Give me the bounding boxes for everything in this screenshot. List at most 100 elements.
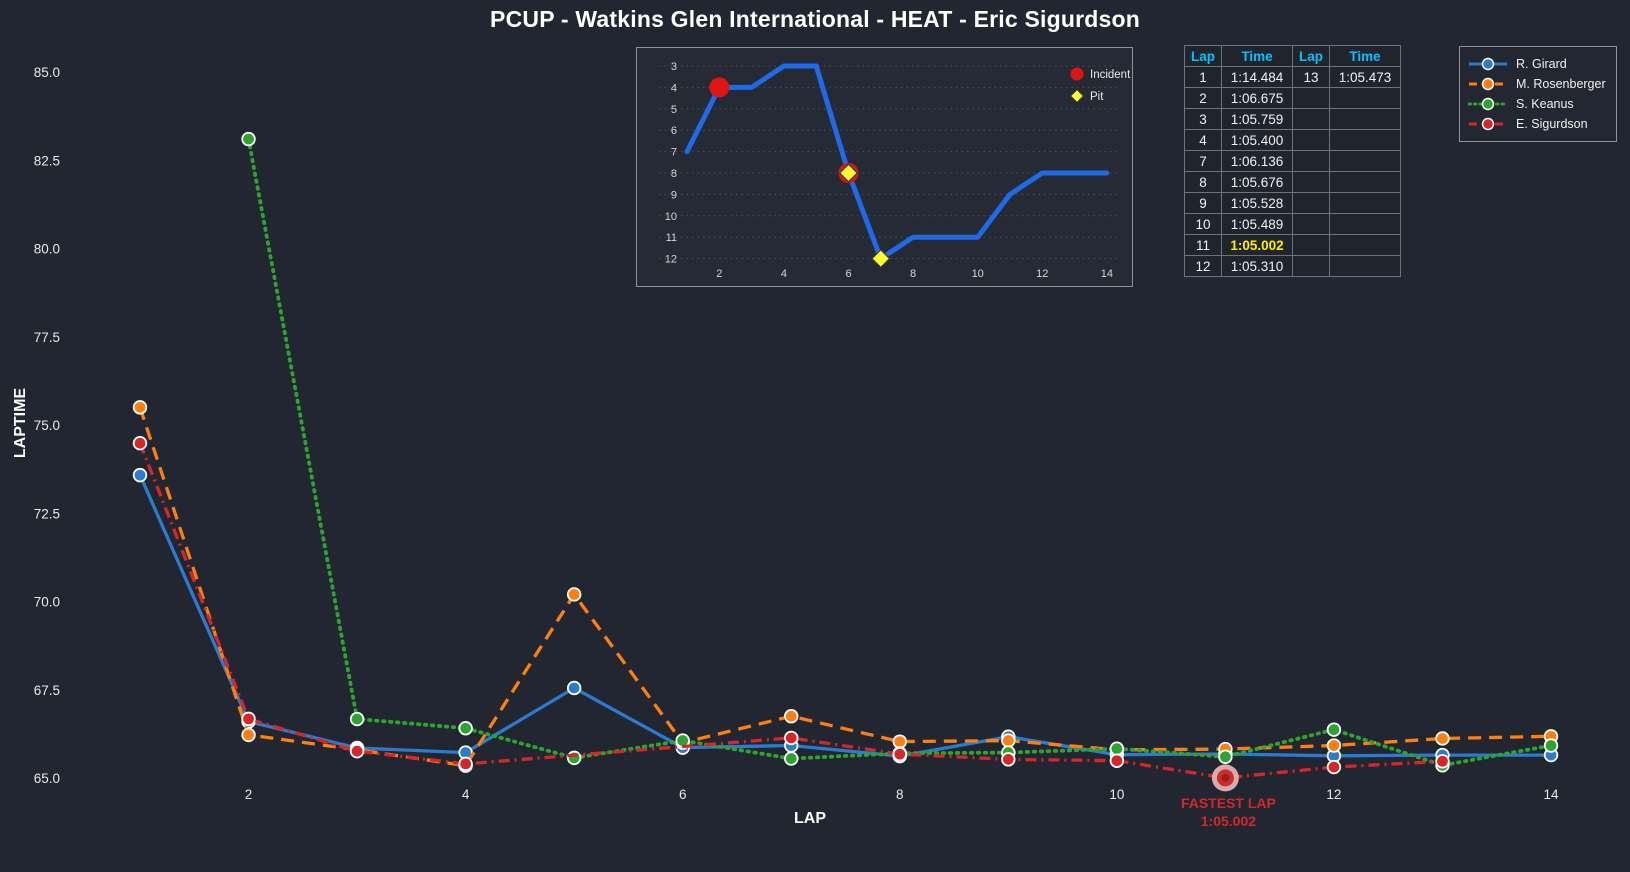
axis-ticks: 65.0 67.5 70.0 72.5 75.0 77.5 80.0 82.5 85.0 2 4 6 8… [34,65,1559,802]
page-title: PCUP - Watkins Glen International - HEAT… [490,6,1140,32]
time-cell: 1:05.002 [1221,234,1294,256]
time-cell: 1:06.136 [1221,150,1294,172]
time-cell: 1:14.484 [1221,66,1294,88]
pit-marker-icon [871,248,891,269]
driver-legend: R. Girard M. Rosenberger S. Keanus E. Sigur… [1459,46,1617,142]
inset-x-tick: 12 [1036,268,1048,280]
pit-marker-icon [838,163,859,183]
data-point [241,711,256,727]
data-point [1435,754,1450,769]
data-point [458,756,473,772]
data-point [784,751,799,766]
data-point [1435,731,1450,746]
data-point [241,727,256,743]
lap-cell: 10 [1183,213,1223,235]
time-cell: 1:06.675 [1221,87,1294,109]
inset-legend-label: Pit [1090,91,1104,103]
lap-cell [1292,87,1331,109]
legend-label: M. Rosenberger [1516,77,1606,91]
time-cell [1329,87,1402,109]
table-header-lap-0: Lap [1183,45,1223,67]
time-cell [1329,129,1402,151]
time-cell: 1:05.310 [1221,255,1294,277]
lap-time-row: 7 1:06.136 [1183,150,1402,172]
lap-time-row: 3 1:05.759 [1183,108,1402,130]
y-tick-label: 67.5 [34,683,60,698]
lap-cell [1292,213,1331,235]
x-tick-label: 6 [679,787,687,802]
x-tick-label: 2 [245,787,253,802]
inset-x-tick: 2 [716,268,722,280]
data-point [1326,738,1342,753]
x-axis-label: LAP [794,810,826,827]
fastest-lap-marker [1211,764,1239,792]
legend-item-r-girard[interactable]: R. Girard [1468,54,1606,74]
data-point [566,750,582,766]
position-chart: 3 4 5 6 7 8 9 10 11 12 2 4 6 8 10 12 14 Incident Pit [659,61,1131,280]
legend-item-s-keanus[interactable]: S. Keanus [1468,94,1606,114]
time-cell [1329,150,1402,172]
time-cell [1329,108,1402,130]
fastest-lap-annotation: 1:05.002 [1201,813,1256,829]
data-point [241,131,256,147]
y-axis-label: LAPTIME [12,387,29,459]
laptime-table: Lap Time Lap Time 1 1:14.484 13 1:05.473 2 1:06.… [1183,45,1402,277]
lap-cell: 2 [1183,87,1223,109]
time-cell [1329,255,1402,277]
y-tick-label: 75.0 [34,418,60,433]
lap-cell: 7 [1183,150,1223,172]
y-tick-label: 70.0 [34,595,60,610]
data-point [566,587,582,602]
data-point [784,709,799,724]
lap-cell: 8 [1183,171,1223,193]
legend-item-m-rosenberger[interactable]: M. Rosenberger [1468,74,1606,94]
position-inset-panel: 3 4 5 6 7 8 9 10 11 12 2 4 6 8 10 12 14 Incident Pit [636,47,1133,287]
lap-time-row: 9 1:05.528 [1183,192,1402,214]
inset-x-tick: 6 [845,268,851,280]
inset-x-tick: 8 [910,268,916,280]
lap-cell [1292,171,1331,193]
data-point [1326,759,1342,775]
inset-y-tick: 6 [671,125,677,137]
legend-item-e-sigurdson[interactable]: E. Sigurdson [1468,114,1606,134]
y-tick-label: 85.0 [34,65,60,80]
lap-cell: 9 [1183,192,1223,214]
legend-line-sample [1469,57,1507,71]
lap-time-row: 1 1:14.484 13 1:05.473 [1183,66,1402,88]
data-point [1109,753,1125,768]
data-point [1543,738,1559,753]
time-cell: 1:05.528 [1221,192,1294,214]
incident-marker-icon [709,77,730,98]
table-header-time-1: Time [1221,45,1294,67]
lap-cell [1292,129,1331,151]
inset-y-tick: 7 [671,147,677,159]
fastest-lap-annotation: FASTEST LAP [1181,795,1276,811]
position-line [684,63,1110,262]
data-point [349,711,365,727]
time-cell: 1:05.676 [1221,171,1294,193]
x-tick-label: 8 [896,787,904,802]
lap-cell [1292,108,1331,130]
data-point [1326,722,1342,737]
x-tick-label: 4 [462,787,470,802]
series-r-girard [132,467,1559,764]
y-tick-label: 82.5 [34,153,60,168]
pit-legend-icon [1069,88,1085,104]
inset-y-tick: 12 [665,254,677,266]
table-header-lap-2: Lap [1292,45,1331,67]
inset-legend-label: Incident [1090,69,1131,81]
time-cell: 1:05.400 [1221,129,1294,151]
lap-time-row: 12 1:05.310 [1183,255,1402,277]
incident-legend-icon [1070,67,1084,81]
lap-time-row: 2 1:06.675 [1183,87,1402,109]
y-tick-label: 65.0 [34,771,60,786]
data-point [349,744,365,759]
legend-line-sample [1469,117,1507,131]
data-point [132,436,148,451]
lap-cell: 13 [1292,66,1331,88]
laptime-table-header: Lap Time Lap Time [1183,45,1402,67]
lap-time-row: 11 1:05.002 [1183,234,1402,256]
time-cell: 1:05.473 [1329,66,1402,88]
